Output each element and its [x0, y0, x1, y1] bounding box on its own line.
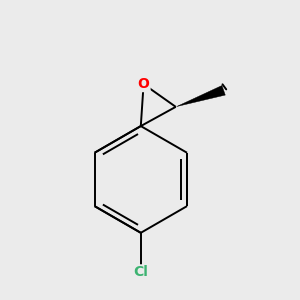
Text: O: O [138, 77, 149, 91]
Text: Cl: Cl [134, 266, 148, 279]
Polygon shape [177, 85, 225, 106]
